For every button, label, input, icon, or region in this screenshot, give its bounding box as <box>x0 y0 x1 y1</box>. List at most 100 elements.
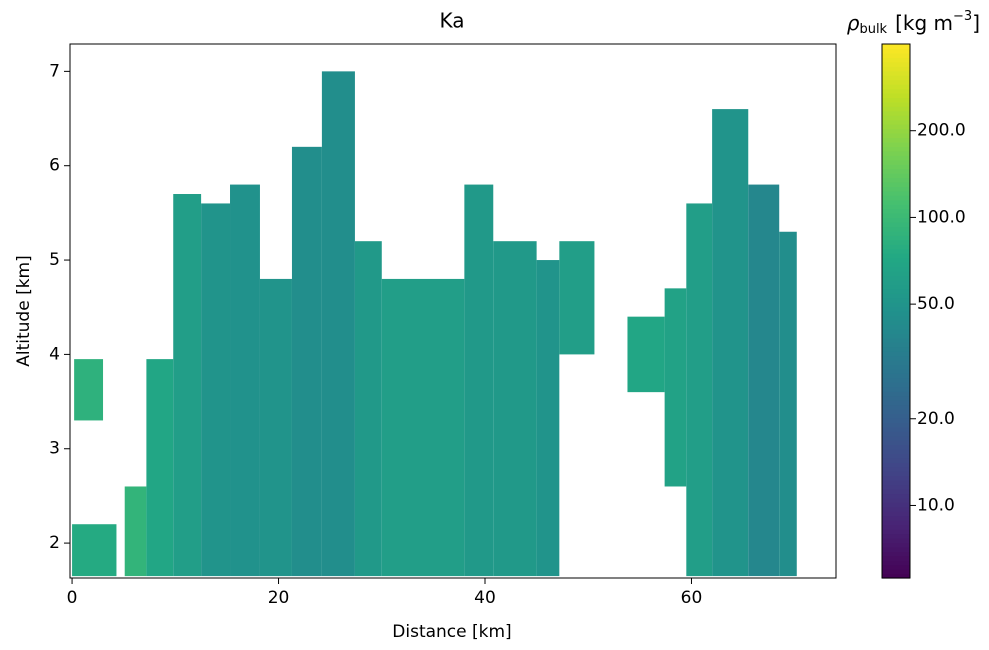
colorbar-gradient <box>882 426 910 432</box>
colorbar-gradient <box>882 97 910 103</box>
colorbar-gradient <box>882 244 910 250</box>
heatmap-cell <box>230 184 260 577</box>
colorbar-gradient <box>882 311 910 317</box>
colorbar-gradient <box>882 173 910 179</box>
colorbar-gradient <box>882 146 910 152</box>
colorbar-tick-label: 10.0 <box>917 495 955 515</box>
chart-title: Ka <box>439 9 464 33</box>
y-tick-label: 3 <box>49 439 60 459</box>
colorbar-gradient <box>882 462 910 468</box>
y-tick-label: 5 <box>49 250 60 270</box>
colorbar-gradient <box>882 61 910 67</box>
colorbar-gradient <box>882 195 910 201</box>
heatmap-cell <box>627 316 665 393</box>
colorbar-gradient <box>882 337 910 343</box>
heatmap-cell <box>173 194 202 577</box>
colorbar-gradient <box>882 230 910 236</box>
colorbar-gradient <box>882 159 910 165</box>
colorbar-gradient <box>882 115 910 121</box>
colorbar-gradient <box>882 119 910 125</box>
colorbar-gradient <box>882 155 910 161</box>
colorbar-gradient <box>882 520 910 526</box>
colorbar-gradient <box>882 346 910 352</box>
colorbar-gradient <box>882 190 910 196</box>
heatmap-cell <box>712 109 749 577</box>
colorbar-gradient <box>882 106 910 112</box>
colorbar-gradient <box>882 404 910 410</box>
y-axis-label: Altitude [km] <box>14 255 34 367</box>
colorbar-gradient <box>882 515 910 521</box>
colorbar-gradient <box>882 315 910 321</box>
colorbar-gradient <box>882 57 910 63</box>
heatmap-cell <box>201 203 231 577</box>
heatmap-cell <box>72 524 117 577</box>
colorbar-gradient <box>882 208 910 214</box>
colorbar-gradient <box>882 489 910 495</box>
heatmap-cell <box>259 278 292 577</box>
colorbar-gradient <box>882 248 910 254</box>
heatmap-cell <box>493 241 537 577</box>
colorbar-tick-label: 200.0 <box>917 121 966 141</box>
colorbar-gradient <box>882 560 910 566</box>
colorbar-gradient <box>882 413 910 419</box>
colorbar-gradient <box>882 92 910 98</box>
colorbar-gradient <box>882 226 910 232</box>
colorbar-gradient <box>882 391 910 397</box>
colorbar-subscript: bulk <box>859 22 887 37</box>
colorbar-gradient <box>882 319 910 325</box>
colorbar-gradient <box>882 199 910 205</box>
colorbar-gradient <box>882 168 910 174</box>
colorbar-gradient <box>882 497 910 503</box>
colorbar-gradient <box>882 293 910 299</box>
heatmap-cell <box>536 260 560 577</box>
colorbar-gradient <box>882 569 910 575</box>
plot-area <box>72 71 797 577</box>
colorbar-gradient <box>882 150 910 156</box>
heatmap-cell <box>291 146 322 577</box>
colorbar-gradient <box>882 453 910 459</box>
colorbar-gradient <box>882 373 910 379</box>
colorbar-gradient <box>882 266 910 272</box>
heatmap-cell <box>321 71 355 577</box>
colorbar-gradient <box>882 475 910 481</box>
colorbar-gradient <box>882 141 910 147</box>
colorbar-gradient <box>882 302 910 308</box>
colorbar-gradient <box>882 480 910 486</box>
colorbar-gradient <box>882 417 910 423</box>
colorbar-gradient <box>882 546 910 552</box>
colorbar-gradient <box>882 297 910 303</box>
colorbar-gradient <box>882 133 910 139</box>
colorbar-gradient <box>882 213 910 219</box>
x-tick-label: 0 <box>67 588 78 608</box>
colorbar-gradient <box>882 253 910 259</box>
plot-frame <box>69 43 837 579</box>
colorbar-gradient <box>882 511 910 517</box>
colorbar-tick-label: 50.0 <box>917 294 955 314</box>
colorbar-label: ρbulk [kg m−3] <box>847 9 980 37</box>
colorbar-gradient <box>882 262 910 268</box>
colorbar-gradient <box>882 542 910 548</box>
colorbar-gradient <box>882 408 910 414</box>
colorbar-gradient <box>882 524 910 530</box>
colorbar-gradient <box>882 573 910 579</box>
colorbar-gradient <box>882 288 910 294</box>
heatmap-cell <box>779 231 797 577</box>
colorbar-gradient <box>882 448 910 454</box>
colorbar-gradient <box>882 506 910 512</box>
heatmap-cell <box>354 241 382 577</box>
colorbar-symbol: ρ <box>847 11 860 35</box>
colorbar-gradient <box>882 564 910 570</box>
colorbar-exponent: −3 <box>953 9 972 24</box>
colorbar-gradient <box>882 422 910 428</box>
x-tick-label: 20 <box>268 588 290 608</box>
colorbar-gradient <box>882 328 910 334</box>
colorbar-gradient <box>882 137 910 143</box>
colorbar-gradient <box>882 128 910 134</box>
colorbar-gradient <box>882 466 910 472</box>
colorbar-gradient <box>882 66 910 72</box>
colorbar-gradient <box>882 101 910 107</box>
colorbar-gradient <box>882 551 910 557</box>
colorbar-gradient <box>882 75 910 81</box>
colorbar-gradient <box>882 239 910 245</box>
colorbar-gradient <box>882 471 910 477</box>
